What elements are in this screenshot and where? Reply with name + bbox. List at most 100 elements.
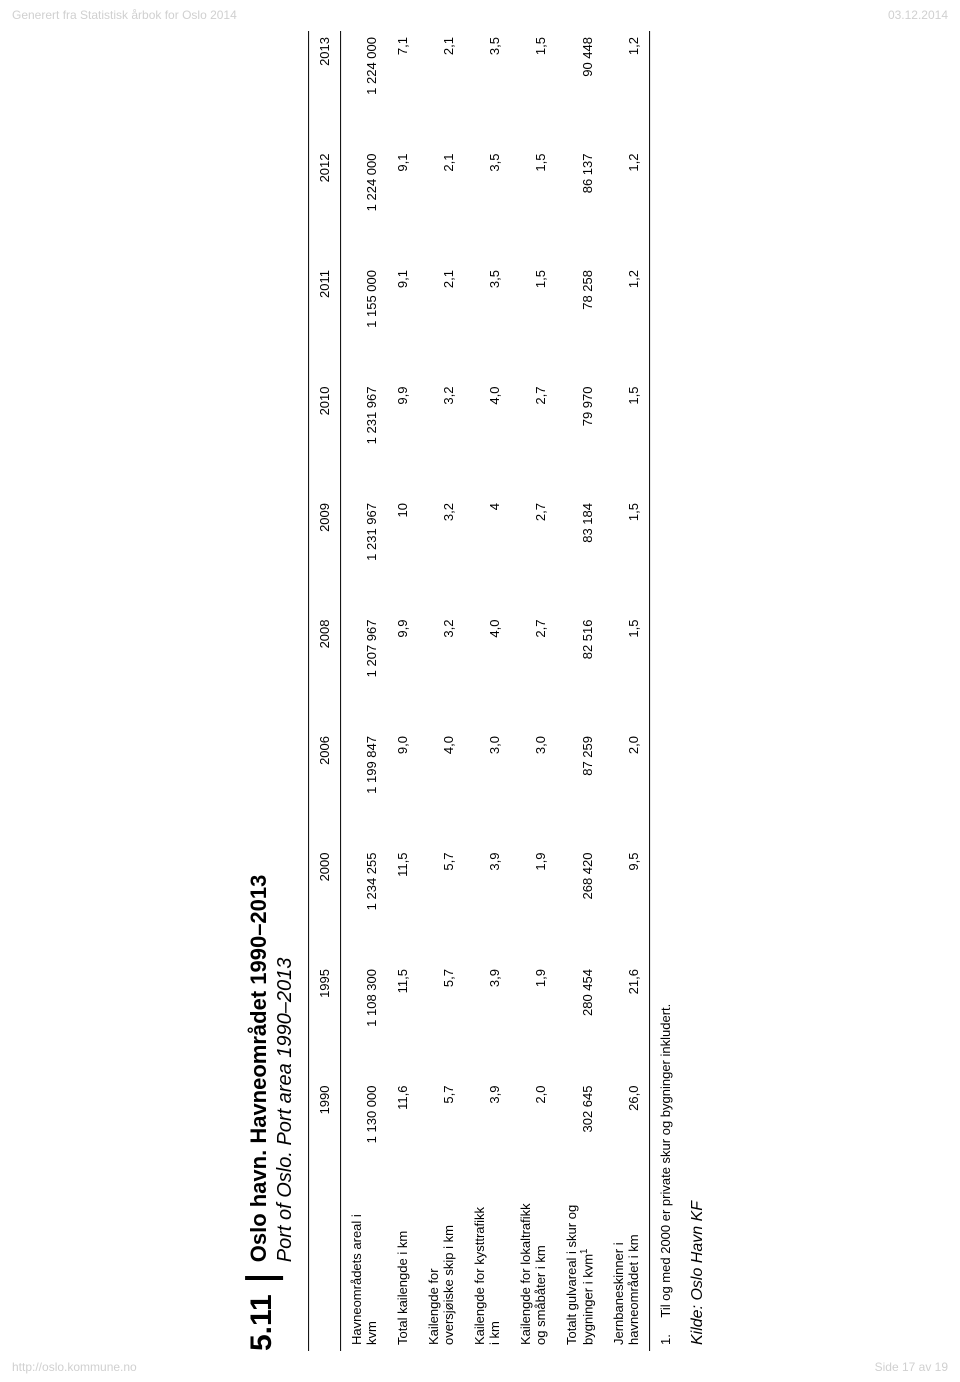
cell: 1,9 (510, 963, 556, 1080)
cell: 3,0 (464, 730, 510, 847)
cell: 3,9 (464, 847, 510, 964)
source: Kilde: Oslo Havn KF (681, 31, 715, 1351)
year-header: 1995 (308, 963, 340, 1080)
cell: 4 (464, 497, 510, 614)
row-label: Total kailengde i km (387, 1196, 418, 1351)
title-block: Oslo havn. Havneområdet 1990–2013 Port o… (245, 875, 298, 1263)
cell: 7,1 (387, 31, 418, 148)
page-footer-right: Side 17 av 19 (875, 1360, 948, 1374)
table-row: Kailengde for kysttrafikk i km3,93,93,93… (464, 31, 510, 1351)
cell: 4,0 (464, 381, 510, 498)
row-label: Kailengde for lokaltrafikk og småbåter i… (510, 1196, 556, 1351)
table-row: Kailengde for oversjøiske skip i km5,75,… (418, 31, 464, 1351)
year-header: 2000 (308, 847, 340, 964)
cell: 1 231 967 (340, 381, 387, 498)
cell: 3,2 (418, 381, 464, 498)
cell: 1 108 300 (340, 963, 387, 1080)
cell: 1,9 (510, 847, 556, 964)
year-header: 2012 (308, 148, 340, 265)
cell: 1,5 (603, 381, 650, 498)
cell: 82 516 (556, 614, 603, 731)
footnote-number: 1. (658, 1321, 673, 1345)
header-blank (308, 1196, 340, 1351)
cell: 2,7 (510, 381, 556, 498)
cell: 5,7 (418, 963, 464, 1080)
cell: 3,9 (464, 963, 510, 1080)
cell: 11,5 (387, 963, 418, 1080)
page-title: Oslo havn. Havneområdet 1990–2013 (245, 875, 273, 1263)
cell: 86 137 (556, 148, 603, 265)
cell: 2,7 (510, 497, 556, 614)
cell: 302 645 (556, 1080, 603, 1197)
cell: 280 454 (556, 963, 603, 1080)
cell: 11,5 (387, 847, 418, 964)
cell: 4,0 (464, 614, 510, 731)
year-header: 2009 (308, 497, 340, 614)
year-header: 1990 (308, 1080, 340, 1197)
cell: 26,0 (603, 1080, 650, 1197)
source-row: Kilde: Oslo Havn KF (681, 31, 715, 1351)
cell: 2,0 (603, 730, 650, 847)
cell: 9,9 (387, 614, 418, 731)
cell: 5,7 (418, 1080, 464, 1197)
section-number: 5.11 (245, 1276, 283, 1351)
cell: 3,5 (464, 148, 510, 265)
cell: 4,0 (418, 730, 464, 847)
cell: 3,5 (464, 264, 510, 381)
page-header-right: 03.12.2014 (888, 8, 948, 22)
page-footer-left: http://oslo.kommune.no (12, 1360, 137, 1374)
cell: 10 (387, 497, 418, 614)
cell: 9,0 (387, 730, 418, 847)
row-label: Kailengde for kysttrafikk i km (464, 1196, 510, 1351)
cell: 2,1 (418, 31, 464, 148)
page-subtitle: Port of Oslo. Port area 1990–2013 (273, 875, 298, 1263)
cell: 78 258 (556, 264, 603, 381)
year-header: 2008 (308, 614, 340, 731)
cell: 1 231 967 (340, 497, 387, 614)
cell: 1,5 (603, 614, 650, 731)
cell: 1 224 000 (340, 148, 387, 265)
cell: 1,2 (603, 148, 650, 265)
data-table: 1990 1995 2000 2006 2008 2009 2010 2011 … (308, 31, 715, 1351)
cell: 1,5 (510, 264, 556, 381)
cell: 9,1 (387, 264, 418, 381)
table-row: Jernbaneskinner i havneområdet i km26,02… (603, 31, 650, 1351)
footnote-row: 1. Til og med 2000 er private skur og by… (649, 31, 681, 1351)
cell: 9,5 (603, 847, 650, 964)
page-header-left: Generert fra Statistisk årbok for Oslo 2… (12, 8, 237, 22)
cell: 1,5 (603, 497, 650, 614)
table-row: Havneområdets areal i kvm1 130 0001 108 … (340, 31, 387, 1351)
footnote: 1. Til og med 2000 er private skur og by… (649, 31, 681, 1351)
cell: 268 420 (556, 847, 603, 964)
cell: 1 199 847 (340, 730, 387, 847)
table-row: Total kailengde i km11,611,511,59,09,910… (387, 31, 418, 1351)
row-label: Jernbaneskinner i havneområdet i km (603, 1196, 650, 1351)
cell: 9,1 (387, 148, 418, 265)
year-header: 2011 (308, 264, 340, 381)
cell: 87 259 (556, 730, 603, 847)
cell: 3,9 (464, 1080, 510, 1197)
cell: 3,5 (464, 31, 510, 148)
cell: 3,2 (418, 614, 464, 731)
row-label: Kailengde for oversjøiske skip i km (418, 1196, 464, 1351)
row-label: Totalt gulvareal i skur og bygninger i k… (556, 1196, 603, 1351)
cell: 1,2 (603, 264, 650, 381)
table-row: Totalt gulvareal i skur og bygninger i k… (556, 31, 603, 1351)
cell: 1 234 255 (340, 847, 387, 964)
footnote-text: Til og med 2000 er private skur og bygni… (658, 1004, 673, 1318)
cell: 1,5 (510, 148, 556, 265)
cell: 21,6 (603, 963, 650, 1080)
title-row: 5.11 Oslo havn. Havneområdet 1990–2013 P… (245, 31, 298, 1351)
year-header: 2013 (308, 31, 340, 148)
cell: 11,6 (387, 1080, 418, 1197)
cell: 5,7 (418, 847, 464, 964)
cell: 9,9 (387, 381, 418, 498)
cell: 3,0 (510, 730, 556, 847)
cell: 1,2 (603, 31, 650, 148)
cell: 2,7 (510, 614, 556, 731)
cell: 1 207 967 (340, 614, 387, 731)
table-row: Kailengde for lokaltrafikk og småbåter i… (510, 31, 556, 1351)
cell: 2,0 (510, 1080, 556, 1197)
cell: 2,1 (418, 264, 464, 381)
cell: 79 970 (556, 381, 603, 498)
